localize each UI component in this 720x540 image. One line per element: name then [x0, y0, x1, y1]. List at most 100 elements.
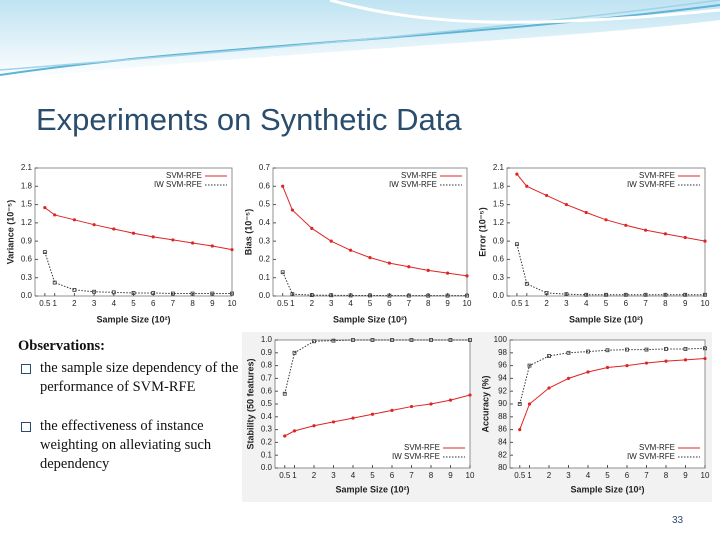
x-tick-label: 2 [72, 299, 77, 308]
y-tick-label: 86 [498, 425, 507, 434]
point [663, 292, 668, 297]
point [348, 293, 353, 298]
legend-label: SVM-RFE [166, 171, 202, 180]
point [468, 338, 472, 342]
point [527, 363, 532, 368]
point [329, 239, 333, 243]
x-tick-label: 0.5 [511, 299, 523, 308]
legend-label: IW SVM-RFE [154, 180, 202, 189]
point [445, 293, 450, 298]
y-tick-label: 0.0 [493, 291, 505, 300]
y-tick-label: 0.0 [261, 463, 273, 472]
point [584, 210, 588, 215]
y-tick-label: 0.3 [259, 236, 271, 245]
series-line [44, 251, 232, 295]
y-tick-label: 2.1 [21, 163, 33, 172]
point [566, 376, 571, 380]
legend-label: SVM-RFE [639, 171, 675, 180]
series-line [282, 272, 467, 297]
y-tick-label: 0.7 [261, 374, 273, 383]
y-tick-label: 0.8 [261, 361, 273, 370]
x-tick-label: 2 [547, 471, 552, 480]
point [351, 416, 355, 420]
point [604, 292, 608, 297]
y-axis-label: Variance (10⁻⁵) [5, 200, 15, 265]
y-tick-label: 0.0 [21, 291, 33, 300]
y-tick-label: 0.9 [261, 348, 273, 357]
point [448, 338, 453, 342]
point [584, 292, 589, 297]
point [370, 412, 375, 416]
point [190, 291, 195, 296]
point [312, 339, 316, 344]
x-tick-label: 5 [131, 299, 136, 308]
point [331, 338, 336, 343]
point [446, 271, 450, 275]
y-tick-label: 1.2 [493, 218, 505, 227]
y-tick-label: 1.2 [21, 218, 33, 227]
point [644, 347, 649, 352]
bullet-text: the effectiveness of instance weighting … [40, 418, 212, 472]
y-tick-label: 0.6 [493, 255, 505, 264]
point [52, 280, 57, 285]
point [111, 290, 116, 295]
point [151, 291, 156, 295]
x-tick-label: 7 [644, 471, 649, 480]
point [566, 350, 571, 355]
point [292, 429, 297, 433]
point [625, 364, 629, 368]
page-number: 33 [672, 515, 684, 526]
x-tick-label: 7 [407, 299, 412, 308]
x-tick-label: 2 [312, 471, 317, 480]
point [281, 184, 285, 188]
x-tick-label: 8 [663, 299, 668, 308]
point [644, 361, 649, 365]
y-tick-label: 0.3 [21, 273, 33, 282]
point [564, 292, 569, 297]
y-tick-label: 1.8 [493, 181, 505, 190]
y-tick-label: 0.3 [493, 273, 505, 282]
point [644, 228, 648, 232]
bullet: the sample size dependency of the perfor… [18, 359, 240, 397]
point [426, 268, 430, 272]
bullet-icon [21, 364, 31, 374]
bullet: the effectiveness of instance weighting … [18, 417, 240, 474]
x-tick-label: 0.5 [514, 471, 526, 480]
chart: 80 82 84 86 88 90 92 94 96 98 100 0.5 1 2 3 4 5 6 7 8 9 10 Sam… [480, 335, 710, 494]
point [643, 292, 648, 297]
point [429, 338, 433, 342]
chart: 0.00.10.20.30.40.50.60.70.5 1 2 3 4 5 6 7 8 9 10Sa… [243, 163, 472, 324]
x-tick-label: 10 [228, 299, 237, 308]
y-tick-label: 94 [498, 374, 507, 383]
point [92, 289, 96, 294]
x-tick-label: 9 [445, 299, 450, 308]
point [527, 402, 532, 406]
y-tick-label: 0.4 [259, 218, 271, 227]
header-swoosh [329, 0, 720, 24]
legend-label: IW SVM-RFE [627, 452, 675, 461]
y-tick-label: 1.0 [261, 335, 273, 344]
charts: 0.00.30.60.91.21.51.82.10.5 1 2 3 4 5 6 7 8 9 10Sa… [5, 163, 710, 494]
legend-label: IW SVM-RFE [389, 180, 437, 189]
x-tick-label: 6 [387, 299, 392, 308]
point [390, 338, 394, 342]
chart: 0.0 0.3 0.6 0.9 1.2 1.5 1.8 2.1 0.5 1 2 3 4 5 6 7 8 9 10 Sa… [477, 163, 710, 324]
point [703, 292, 707, 297]
point [465, 274, 469, 278]
y-tick-label: 1.5 [493, 200, 505, 209]
point [312, 424, 316, 428]
point [230, 248, 234, 252]
x-tick-label: 9 [210, 299, 215, 308]
plot-area [509, 339, 706, 469]
x-tick-label: 7 [643, 299, 648, 308]
x-tick-label: 8 [664, 471, 669, 480]
point [518, 428, 522, 432]
x-tick-label: 2 [310, 299, 315, 308]
x-tick-label: 9 [683, 471, 688, 480]
point [547, 354, 551, 358]
series-line [519, 347, 706, 405]
plot-area [274, 339, 471, 469]
point [604, 218, 608, 222]
point [151, 235, 155, 239]
point [72, 288, 77, 292]
